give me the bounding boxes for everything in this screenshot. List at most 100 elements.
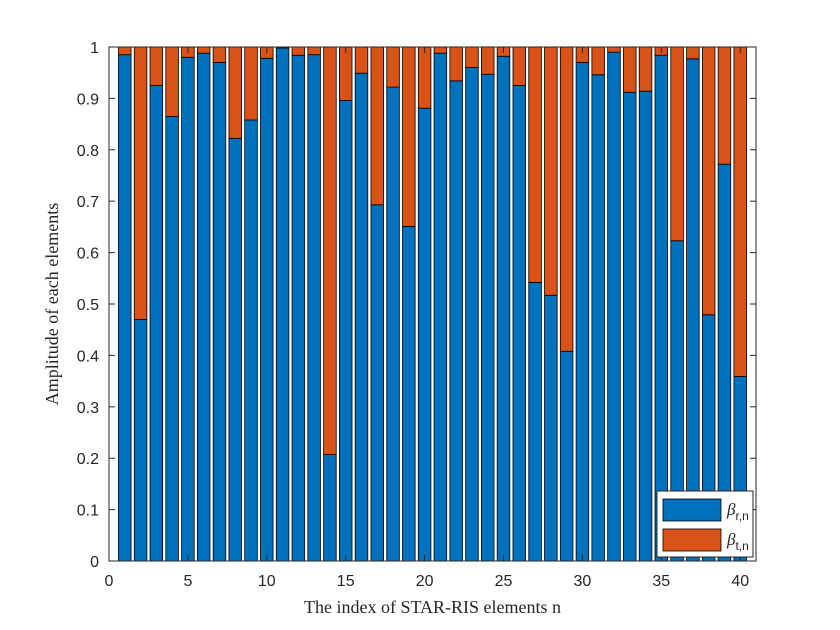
- bar-beta-t-12: [291, 46, 306, 56]
- bar-beta-r-5: [181, 56, 195, 562]
- bar-beta-r-7: [212, 62, 227, 562]
- bar-beta-t-6: [196, 46, 211, 54]
- bar-beta-t-36: [670, 46, 684, 242]
- bar-beta-t-38: [701, 46, 716, 316]
- y-tick-label: 0.3: [77, 400, 99, 417]
- y-tick-label: 0.2: [77, 451, 99, 468]
- bar-beta-r-18: [386, 86, 400, 562]
- y-tick-label: 0.7: [77, 194, 99, 211]
- bar-beta-r-30: [575, 62, 590, 562]
- bar-beta-t-9: [244, 46, 258, 121]
- legend-label-rn: βr,n: [726, 500, 749, 523]
- bar-beta-t-34: [638, 46, 653, 92]
- bar-beta-r-25: [496, 55, 511, 562]
- y-axis-title: Amplitude of each elements: [42, 203, 62, 405]
- bar-beta-r-3: [149, 85, 164, 562]
- bar-beta-t-22: [449, 46, 463, 82]
- bar-beta-t-2: [133, 46, 148, 320]
- bar-beta-t-7: [212, 46, 227, 63]
- bar-beta-r-16: [354, 72, 369, 562]
- bar-beta-r-20: [417, 107, 432, 562]
- bar-beta-t-17: [370, 46, 384, 206]
- bar-beta-r-2: [133, 319, 148, 562]
- bar-beta-t-8: [228, 46, 242, 139]
- legend-swatch-tn: [662, 528, 722, 552]
- bar-beta-t-29: [559, 46, 574, 352]
- legend-swatch-rn: [662, 498, 722, 522]
- x-tick-label: 30: [574, 573, 592, 590]
- bar-beta-r-4: [165, 115, 179, 562]
- bar-beta-r-14: [323, 454, 337, 562]
- y-axis: 0 0.1 0.2 0.3 0.4 0.5 0.6 0.7 0.8 0.9 1: [77, 40, 756, 571]
- y-tick-label: 0.6: [77, 246, 99, 263]
- bars-layer: [118, 46, 747, 562]
- x-tick-label: 15: [337, 573, 355, 590]
- bar-beta-r-27: [528, 282, 542, 562]
- bar-beta-r-10: [260, 57, 274, 562]
- bar-beta-r-11: [275, 47, 290, 562]
- bar-beta-r-37: [686, 58, 700, 562]
- bar-beta-t-21: [433, 46, 448, 54]
- bar-beta-r-28: [544, 294, 558, 562]
- bar-beta-t-23: [465, 46, 479, 68]
- bar-beta-t-16: [354, 46, 369, 74]
- bar-beta-r-32: [607, 51, 621, 562]
- y-tick-label: 0.8: [77, 143, 99, 160]
- y-tick-label: 0.5: [77, 297, 99, 314]
- x-axis-title: The index of STAR-RIS elements n: [304, 597, 561, 617]
- x-tick-label: 35: [652, 573, 670, 590]
- y-tick-label: 1: [90, 40, 99, 57]
- bar-beta-t-24: [481, 46, 495, 75]
- legend-label-tn: βt,n: [726, 530, 749, 553]
- bar-beta-r-33: [623, 91, 637, 562]
- bar-beta-r-19: [402, 225, 416, 562]
- y-tick-label: 0.1: [77, 503, 99, 520]
- bar-beta-r-26: [512, 85, 526, 562]
- x-tick-label: 25: [495, 573, 513, 590]
- bar-beta-t-26: [512, 46, 526, 86]
- bar-beta-r-15: [338, 100, 353, 562]
- x-tick-label: 20: [416, 573, 434, 590]
- x-tick-label: 0: [105, 573, 114, 590]
- bar-beta-r-1: [118, 54, 132, 562]
- bar-beta-r-17: [370, 204, 384, 562]
- y-tick-label: 0.4: [77, 348, 99, 365]
- bar-beta-t-32: [607, 46, 621, 53]
- bar-beta-r-23: [465, 67, 479, 562]
- bar-beta-t-15: [338, 46, 353, 101]
- x-tick-label: 10: [258, 573, 276, 590]
- y-tick-label: 0.9: [77, 91, 99, 108]
- bar-beta-t-4: [165, 46, 179, 117]
- bar-beta-t-27: [528, 46, 542, 283]
- bar-beta-t-40: [733, 46, 747, 377]
- bar-beta-t-33: [623, 46, 637, 93]
- bar-beta-r-21: [433, 52, 448, 562]
- bar-beta-t-37: [686, 46, 700, 60]
- bar-beta-t-3: [149, 46, 164, 86]
- bar-beta-t-18: [386, 46, 400, 88]
- y-tick-label: 0: [90, 554, 99, 571]
- bar-beta-r-34: [638, 90, 653, 562]
- bar-beta-r-24: [481, 73, 495, 562]
- bar-beta-r-13: [307, 54, 321, 562]
- bar-beta-t-28: [544, 46, 558, 296]
- bar-beta-r-6: [196, 52, 211, 562]
- x-tick-label: 5: [183, 573, 192, 590]
- bar-beta-t-31: [591, 46, 605, 76]
- bar-beta-r-29: [559, 350, 574, 562]
- bar-beta-r-35: [654, 54, 669, 562]
- bar-beta-r-22: [449, 80, 463, 562]
- bar-beta-t-39: [717, 46, 732, 165]
- bar-beta-t-19: [402, 46, 416, 227]
- legend: βr,n βt,n: [656, 490, 754, 558]
- bar-beta-t-20: [417, 46, 432, 109]
- bar-beta-t-1: [118, 46, 132, 56]
- bar-beta-r-31: [591, 74, 605, 562]
- x-axis: 0 5 10 15 20 25 30 35 40: [105, 47, 749, 590]
- x-tick-label: 40: [731, 573, 749, 590]
- bar-beta-r-8: [228, 138, 242, 562]
- bar-beta-r-9: [244, 119, 258, 562]
- bar-beta-r-12: [291, 54, 306, 562]
- bar-beta-t-14: [323, 46, 337, 456]
